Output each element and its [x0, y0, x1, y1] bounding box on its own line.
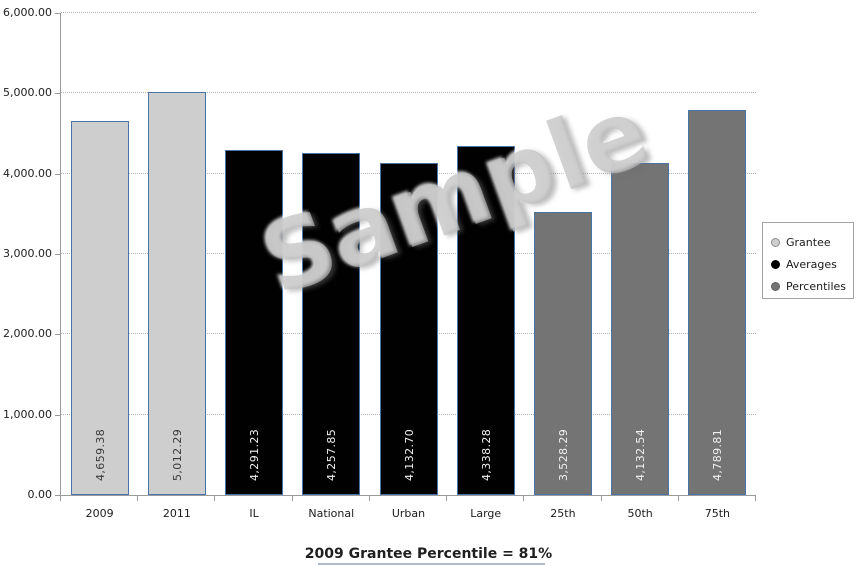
bar-National: 4,257.85: [302, 153, 360, 495]
y-axis-tick-label: 3,000.00: [3, 247, 52, 260]
x-axis-tick: [368, 496, 370, 501]
y-axis-tick: [55, 334, 60, 336]
bar-value-label: 3,528.29: [557, 428, 570, 481]
legend-marker-icon: [771, 281, 780, 291]
bar-value-label: 4,291.23: [248, 428, 261, 481]
category-label-IL: IL: [249, 507, 259, 520]
x-axis-tick: [60, 496, 61, 501]
y-axis-tick-label: 2,000.00: [3, 327, 52, 341]
y-axis-tick: [55, 254, 60, 255]
y-axis-tick-label: 5,000.00: [3, 86, 52, 100]
bar-2009: 4,659.38: [71, 121, 129, 495]
bar-value-label: 4,789.81: [711, 428, 724, 481]
category-label-Large: Large: [470, 507, 502, 520]
category-label-75th: 75th: [704, 507, 731, 520]
y-axis-tick-label: 4,000.00: [3, 166, 52, 180]
cutoff-line: [318, 563, 545, 565]
y-axis-tick: [55, 173, 60, 175]
legend-label: Grantee: [786, 235, 831, 249]
x-axis-tick: [291, 496, 293, 501]
x-axis-line: [60, 495, 756, 496]
chart-title: 2009 Grantee Percentile = 81%: [304, 546, 553, 562]
gridline: [61, 12, 756, 13]
gridline: [61, 92, 756, 94]
legend-label: Averages: [786, 257, 837, 271]
x-axis-tick: [214, 496, 216, 501]
y-axis-tick-label: 0.00: [27, 488, 53, 501]
x-axis-tick: [137, 496, 139, 501]
bar-value-label: 4,338.28: [480, 428, 493, 481]
bar-value-label: 5,012.29: [171, 428, 184, 481]
legend-item-grantee: Grantee: [771, 231, 853, 253]
x-axis-tick: [446, 496, 448, 501]
y-axis-tick-label: 6,000.00: [3, 6, 52, 19]
y-axis-tick: [55, 93, 60, 95]
x-axis-tick: [677, 496, 679, 501]
category-label-Urban: Urban: [391, 507, 426, 520]
bar-value-label: 4,257.85: [325, 428, 338, 481]
x-axis-tick: [755, 496, 756, 501]
y-axis-tick: [55, 13, 60, 14]
bar-2011: 5,012.29: [148, 92, 206, 495]
legend-item-percentiles: Percentiles: [771, 275, 853, 297]
y-axis-line: [60, 13, 61, 496]
bar-75th: 4,789.81: [688, 110, 746, 495]
category-label-2009: 2009: [85, 507, 114, 520]
legend-label: Percentiles: [786, 279, 847, 293]
bar-50th: 4,132.54: [611, 163, 669, 495]
bar-Urban: 4,132.70: [380, 163, 438, 495]
category-label-25th: 25th: [550, 507, 576, 520]
bar-Large: 4,338.28: [457, 146, 515, 495]
category-label-50th: 50th: [627, 507, 653, 520]
bar-value-label: 4,132.54: [634, 428, 647, 481]
y-axis-tick: [55, 414, 60, 416]
bar-IL: 4,291.23: [225, 150, 283, 495]
x-axis-tick: [600, 496, 602, 501]
legend-marker-icon: [771, 259, 780, 269]
legend-marker-icon: [771, 237, 780, 247]
y-axis-tick: [55, 495, 60, 496]
bar-value-label: 4,132.70: [403, 428, 416, 481]
y-axis-tick-label: 1,000.00: [3, 407, 52, 421]
legend-item-averages: Averages: [771, 253, 853, 275]
bar-25th: 3,528.29: [534, 212, 592, 495]
x-axis-tick: [523, 496, 525, 501]
category-label-National: National: [308, 507, 355, 520]
bar-value-label: 4,659.38: [94, 428, 107, 481]
legend: Grantee Averages Percentiles: [762, 222, 854, 299]
category-label-2011: 2011: [162, 507, 191, 520]
